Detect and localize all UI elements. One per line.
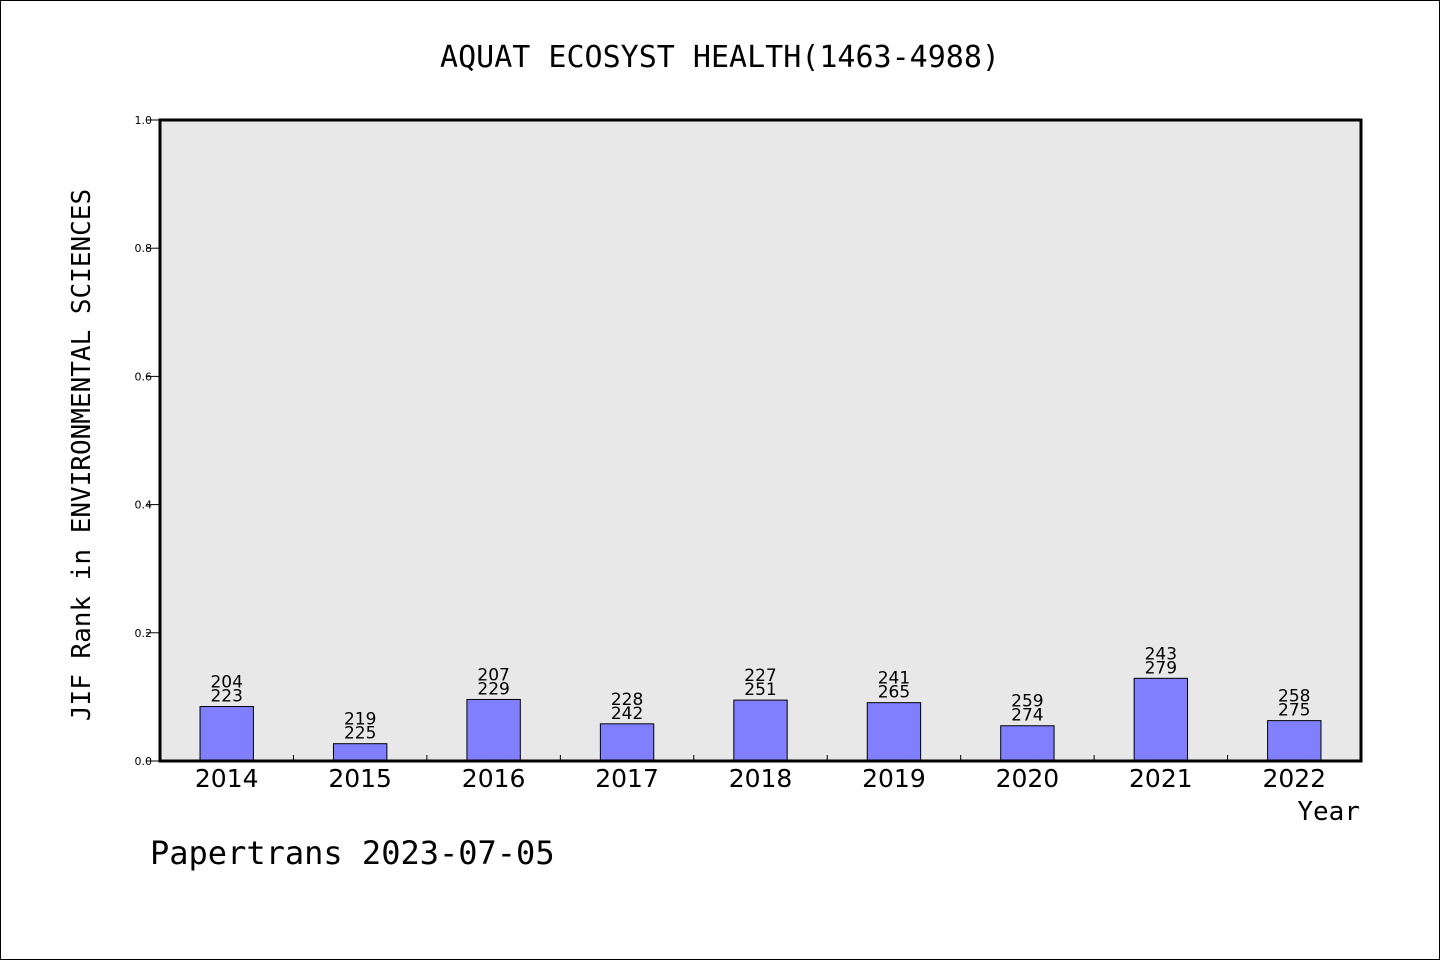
bar-2014 <box>199 706 254 762</box>
bar-rank-label: 227 <box>744 666 776 686</box>
x-tick-label: 2017 <box>595 764 659 793</box>
bar-rank-label: 258 <box>1278 687 1310 707</box>
bar-2019 <box>866 702 922 762</box>
chart-title: AQUAT ECOSYST HEALTH(1463-4988) <box>440 40 1000 75</box>
bar-total-label: 229 <box>477 679 509 699</box>
x-axis-label: Year <box>1297 797 1360 827</box>
bar-rank-label: 243 <box>1145 644 1177 664</box>
plot-area <box>160 120 1361 761</box>
bar-total-label: 275 <box>1278 701 1310 721</box>
bar-2016 <box>466 698 521 762</box>
y-tick-label: 1.0 <box>135 114 153 127</box>
x-tick-label: 2014 <box>195 764 259 793</box>
bar-rank-label: 241 <box>878 669 910 689</box>
bar-total-label: 225 <box>344 724 376 744</box>
x-tick-label: 2021 <box>1129 764 1193 793</box>
y-tick-label: 0.6 <box>135 370 153 383</box>
y-tick-label: 0.8 <box>135 242 153 255</box>
bar-2018 <box>733 699 788 762</box>
x-tick-label: 2018 <box>729 764 793 793</box>
y-tick-label: 0.4 <box>135 499 153 512</box>
bar-total-label: 251 <box>744 680 776 700</box>
bar-total-label: 279 <box>1145 658 1177 678</box>
bar-total-label: 223 <box>210 687 242 707</box>
bar-rank-label: 207 <box>477 665 509 685</box>
bar-2021 <box>1133 677 1189 762</box>
x-tick-label: 2015 <box>328 764 392 793</box>
bar-2017 <box>599 723 655 762</box>
y-tick-label: 0.0 <box>135 755 153 768</box>
x-axis-ticks: 2014 2015 2016 2017 2018 2019 2020 2021 2022 <box>195 755 1326 793</box>
bar-total-label: 242 <box>611 704 643 724</box>
plot-border <box>158 118 1363 763</box>
bar-2020 <box>1000 725 1055 762</box>
bar-total-label: 265 <box>878 683 910 703</box>
bar-rank-label: 204 <box>210 673 242 693</box>
bar-total-label: 274 <box>1011 706 1043 726</box>
bar-2022 <box>1267 720 1322 762</box>
bar-rank-label: 259 <box>1011 692 1043 712</box>
x-tick-label: 2022 <box>1262 764 1326 793</box>
x-tick-label: 2016 <box>462 764 526 793</box>
y-tick-label: 0.2 <box>135 627 153 640</box>
bar-rank-label: 219 <box>344 710 376 730</box>
bar-rank-label: 228 <box>611 690 643 710</box>
watermark-text: Papertrans 2023-07-05 <box>150 834 555 872</box>
x-tick-label: 2020 <box>996 764 1060 793</box>
x-tick-label: 2019 <box>862 764 926 793</box>
y-axis-ticks: 0.0 0.2 0.4 0.6 0.8 1.0 <box>135 114 160 768</box>
y-axis-label: JIF Rank in ENVIRONMENTAL SCIENCES <box>67 189 97 721</box>
bars-group <box>199 677 1322 762</box>
bar-2015 <box>332 743 388 762</box>
